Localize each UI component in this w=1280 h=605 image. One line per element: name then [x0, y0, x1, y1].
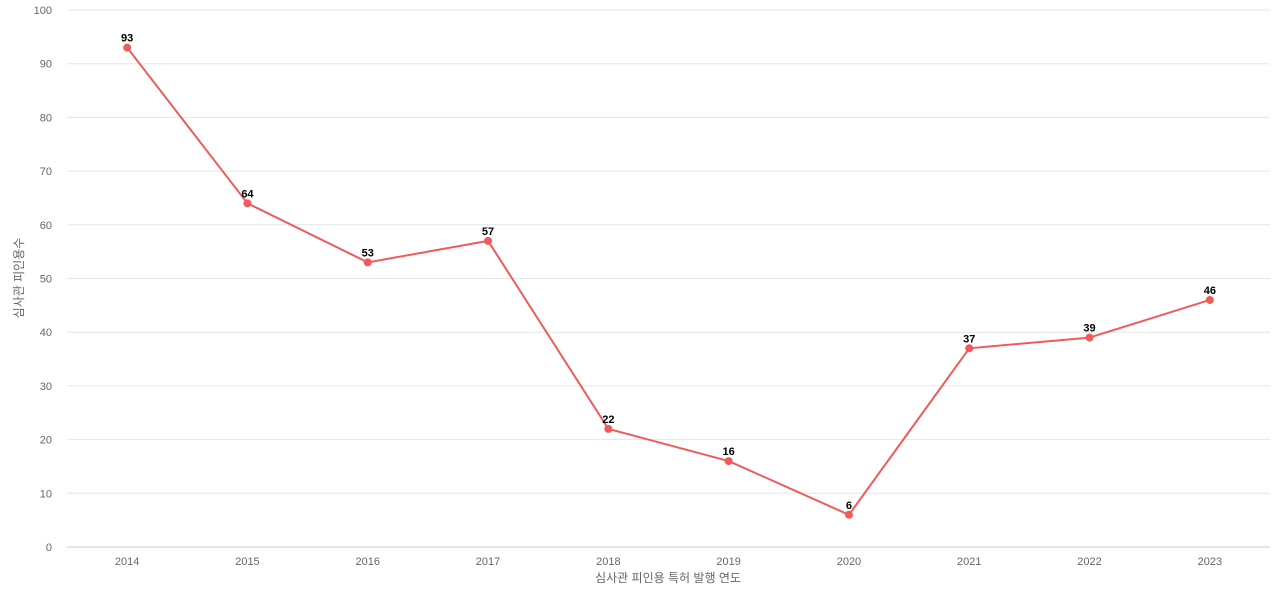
x-tick-label: 2020: [837, 556, 861, 568]
y-tick-label: 50: [40, 274, 52, 286]
data-point[interactable]: [965, 344, 974, 353]
data-point[interactable]: [1205, 295, 1214, 304]
x-tick-label: 2018: [596, 556, 620, 568]
y-axis-title: 심사관 피인용수: [12, 238, 26, 319]
y-tick-label: 70: [40, 166, 52, 178]
x-tick-label: 2014: [115, 556, 139, 568]
y-tick-label: 60: [40, 220, 52, 232]
data-label: 64: [241, 188, 254, 200]
y-axis-ticks: 0 10 20 30 40 50 60 70 80 90 100: [34, 5, 52, 554]
x-axis-title: 심사관 피인용 특허 발행 연도: [595, 570, 741, 585]
x-tick-label: 2019: [716, 556, 740, 568]
gridlines: [67, 9, 1270, 548]
x-axis-ticks: 2014 2015 2016 2017 2018 2019 2020 2021 2022 2023: [115, 556, 1222, 568]
data-label: 6: [846, 500, 852, 512]
data-point[interactable]: [363, 258, 372, 267]
data-point[interactable]: [724, 457, 733, 466]
data-point[interactable]: [604, 424, 613, 433]
data-label: 37: [963, 333, 975, 345]
y-tick-label: 0: [46, 542, 52, 554]
data-point[interactable]: [844, 510, 853, 519]
data-point[interactable]: [243, 199, 252, 208]
y-tick-label: 30: [40, 381, 52, 393]
y-tick-label: 100: [34, 5, 52, 17]
x-tick-label: 2017: [476, 556, 500, 568]
series-layer: [123, 43, 1214, 519]
data-label: 57: [482, 226, 494, 238]
data-label: 22: [602, 414, 614, 426]
x-tick-label: 2016: [356, 556, 380, 568]
data-label: 39: [1083, 323, 1095, 335]
x-tick-label: 2015: [235, 556, 259, 568]
y-tick-label: 80: [40, 112, 52, 124]
y-tick-label: 20: [40, 435, 52, 447]
y-tick-label: 10: [40, 488, 52, 500]
x-tick-label: 2023: [1198, 556, 1222, 568]
y-tick-label: 90: [40, 59, 52, 71]
y-tick-label: 40: [40, 327, 52, 339]
data-labels: 93 64 53 57 22 16 6 37 39 46: [121, 33, 1216, 512]
data-point[interactable]: [1085, 333, 1094, 342]
x-tick-label: 2021: [957, 556, 981, 568]
series-line: [126, 46, 1211, 516]
data-label: 46: [1204, 285, 1216, 297]
data-point[interactable]: [484, 236, 493, 245]
data-label: 93: [121, 33, 133, 45]
x-tick-label: 2022: [1077, 556, 1101, 568]
data-label: 53: [362, 247, 374, 259]
data-label: 16: [723, 446, 735, 458]
data-point[interactable]: [123, 43, 132, 52]
